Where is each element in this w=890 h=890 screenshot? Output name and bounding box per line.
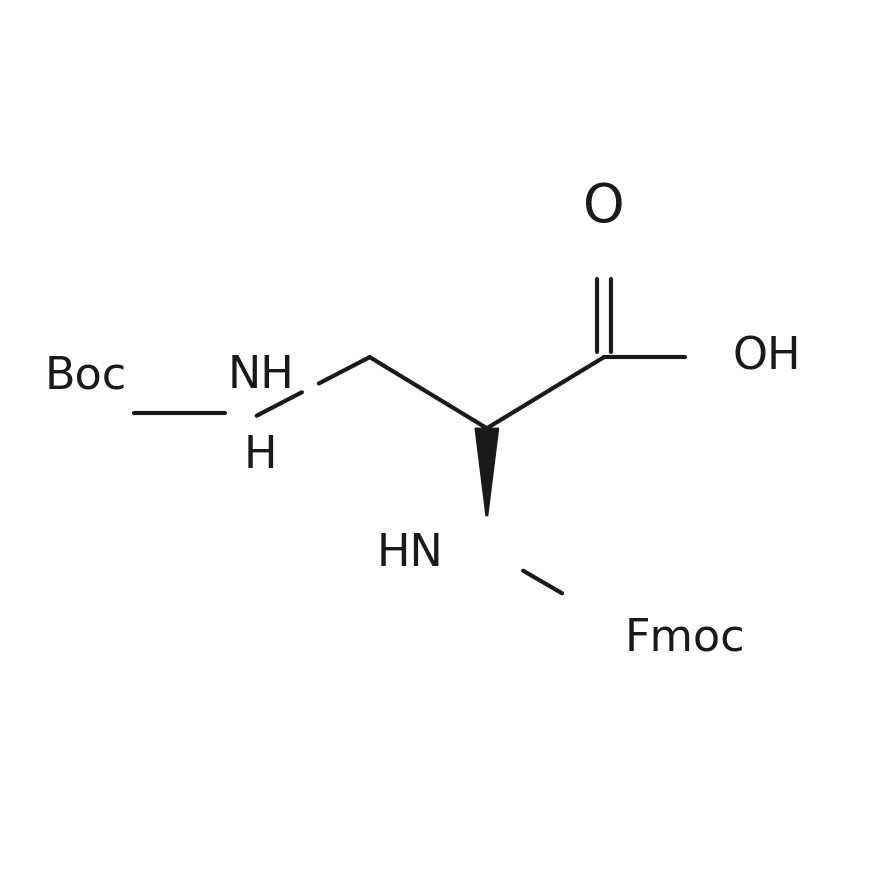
Polygon shape: [475, 428, 498, 515]
Text: H: H: [244, 434, 278, 477]
Text: NH: NH: [228, 354, 295, 397]
Text: Fmoc: Fmoc: [625, 617, 746, 659]
Text: Boc: Boc: [44, 354, 127, 397]
Text: O: O: [583, 182, 625, 233]
Text: HN: HN: [376, 532, 443, 575]
Text: OH: OH: [732, 336, 801, 378]
